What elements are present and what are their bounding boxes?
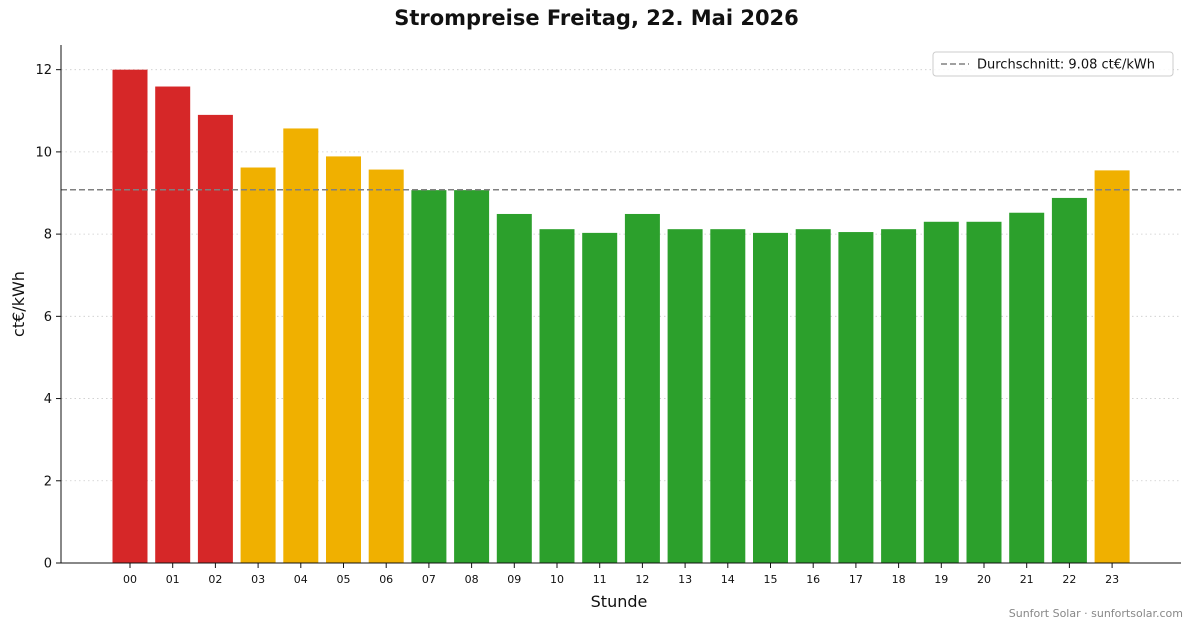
bar-20 (966, 221, 1002, 563)
bar-09 (496, 213, 532, 563)
y-tick-label: 0 (44, 557, 52, 572)
bar-05 (326, 156, 361, 563)
x-tick-label: 02 (208, 573, 222, 586)
x-tick-label: 01 (166, 573, 180, 586)
bars (112, 69, 1130, 564)
x-tick-label: 15 (764, 573, 778, 586)
x-tick-label: 18 (892, 573, 906, 586)
bar-03 (240, 167, 276, 563)
bar-11 (582, 232, 618, 563)
y-tick-label: 2 (44, 474, 52, 489)
x-tick-label: 03 (251, 573, 265, 586)
y-tick-label: 12 (35, 63, 52, 78)
bar-14 (710, 229, 746, 563)
x-tick-label: 06 (379, 573, 393, 586)
x-tick-label: 10 (550, 573, 564, 586)
x-tick-label: 12 (635, 573, 649, 586)
legend: Durchschnitt: 9.08 ct€/kWh (932, 51, 1174, 77)
legend-label: Durchschnitt: 9.08 ct€/kWh (977, 58, 1155, 73)
bar-08 (454, 190, 490, 563)
watermark: Sunfort Solar · sunfortsolar.com (1008, 607, 1183, 620)
y-tick-label: 4 (44, 392, 52, 407)
y-axis-label: ct€/kWh (9, 271, 28, 337)
chart-title: Strompreise Freitag, 22. Mai 2026 (394, 6, 799, 30)
bar-07 (411, 190, 447, 563)
x-tick-label: 14 (721, 573, 735, 586)
bar-21 (1009, 212, 1045, 563)
bar-19 (923, 221, 959, 563)
x-tick-label: 11 (593, 573, 607, 586)
x-tick-label: 19 (934, 573, 948, 586)
y-tick-label: 10 (35, 145, 52, 160)
bar-16 (795, 229, 831, 563)
legend-box (932, 51, 1174, 77)
x-tick-label: 21 (1020, 573, 1034, 586)
bar-18 (881, 229, 917, 563)
x-tick-label: 13 (678, 573, 692, 586)
bar-15 (753, 232, 788, 563)
bar-04 (283, 128, 319, 563)
x-tick-label: 07 (422, 573, 436, 586)
x-tick-label: 09 (507, 573, 521, 586)
bar-00 (112, 69, 148, 564)
x-tick-label: 23 (1105, 573, 1119, 586)
bar-02 (197, 114, 233, 563)
bar-22 (1051, 197, 1087, 563)
bar-12 (624, 213, 660, 563)
bar-01 (155, 86, 191, 564)
bar-10 (539, 229, 575, 563)
x-tick-label: 08 (465, 573, 479, 586)
bar-17 (838, 232, 874, 564)
bar-13 (667, 229, 703, 563)
bar-23 (1094, 170, 1130, 563)
x-tick-label: 00 (123, 573, 137, 586)
x-axis-label: Stunde (591, 592, 648, 611)
x-tick-label: 20 (977, 573, 991, 586)
x-tick-label: 22 (1062, 573, 1076, 586)
bar-06 (368, 169, 404, 564)
x-tick-label: 17 (849, 573, 863, 586)
y-tick-label: 6 (44, 310, 52, 325)
x-tick-label: 05 (337, 573, 351, 586)
y-tick-label: 8 (44, 228, 52, 243)
x-tick-label: 04 (294, 573, 308, 586)
x-tick-label: 16 (806, 573, 820, 586)
